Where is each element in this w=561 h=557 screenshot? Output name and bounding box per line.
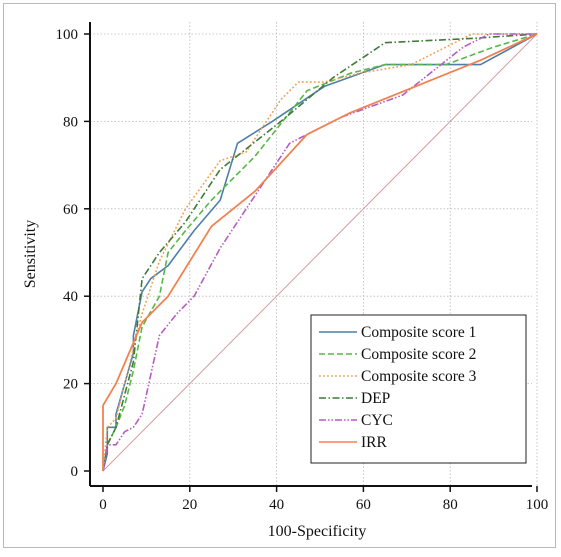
- legend-item: DEP: [319, 390, 390, 407]
- reference-diagonal: [102, 33, 538, 472]
- legend-item: Composite score 2: [319, 346, 476, 363]
- x-tick-label: 20: [182, 497, 197, 513]
- legend-label: CYC: [361, 412, 393, 429]
- legend-item: CYC: [319, 412, 393, 429]
- legend: Composite score 1 Composite score 2 Compos…: [310, 314, 527, 464]
- legend-item: IRR: [319, 434, 388, 451]
- y-axis-title: Sensitivity: [22, 220, 39, 288]
- legend-item: Composite score 3: [319, 368, 477, 385]
- y-tick-label: 80: [63, 114, 78, 130]
- roc-chart: 0 20 40 60 80 100 0 20 40 60 80 100 100-Specificity…: [22, 22, 549, 540]
- y-tick-label: 20: [63, 377, 78, 393]
- legend-label: Composite score 1: [361, 324, 476, 341]
- x-tick-label: 0: [99, 497, 107, 513]
- legend-label: Composite score 2: [361, 346, 476, 363]
- y-tick-label: 40: [63, 289, 78, 305]
- series-line-dep: [102, 33, 538, 472]
- legend-box: [310, 314, 527, 464]
- legend-label: DEP: [361, 390, 390, 407]
- series-line-composite-score-3: [102, 33, 537, 472]
- chart-frame: 0 20 40 60 80 100 0 20 40 60 80 100 100-Specificity…: [3, 3, 556, 548]
- legend-label: IRR: [361, 434, 388, 451]
- series-line-irr: [102, 33, 538, 471]
- x-tick-label: 40: [269, 497, 284, 513]
- y-tick-label: 60: [63, 202, 78, 218]
- x-tick-label: 80: [443, 497, 458, 513]
- legend-label: Composite score 3: [361, 368, 477, 385]
- legend-item: Composite score 1: [319, 324, 476, 341]
- x-tick-label: 100: [526, 497, 549, 513]
- x-tick-label: 60: [356, 497, 371, 513]
- y-tick-label: 100: [56, 27, 79, 43]
- series-line-composite-score-2: [102, 33, 538, 472]
- y-tick-label: 0: [71, 464, 79, 480]
- x-axis-title: 100-Specificity: [268, 523, 367, 540]
